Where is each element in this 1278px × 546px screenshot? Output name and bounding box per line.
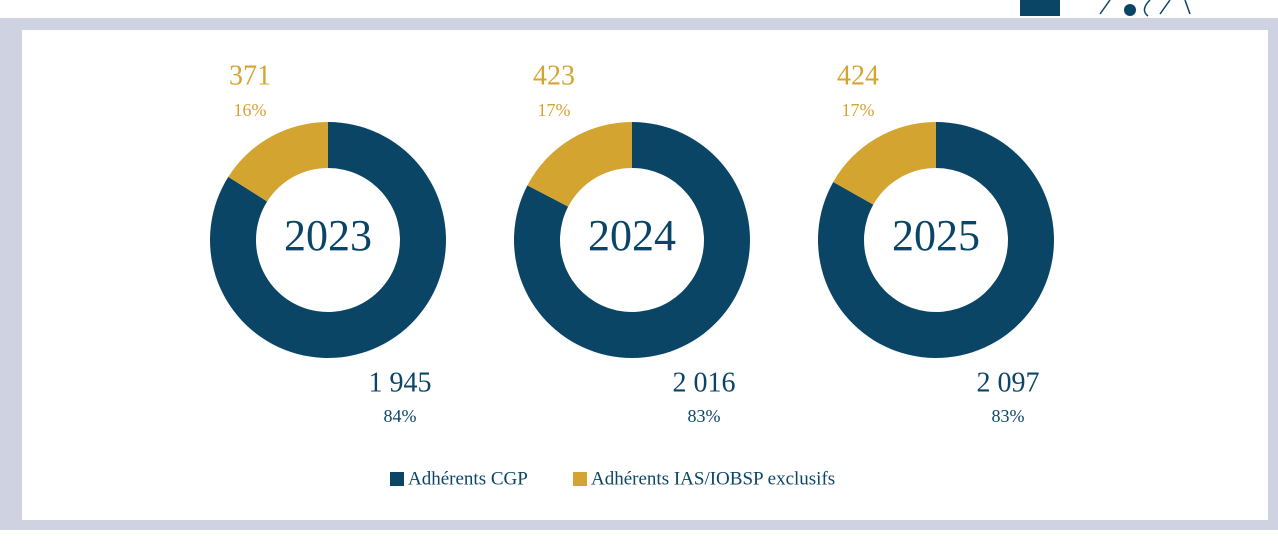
donut-segment — [514, 122, 750, 358]
value-label: 2 097 — [977, 367, 1040, 398]
donut-segment — [818, 122, 1054, 358]
share-label: 16% — [234, 100, 267, 120]
decor-line — [1143, 0, 1151, 17]
legend-label: Adhérents CGP — [408, 468, 528, 489]
donut-segment — [228, 122, 328, 202]
share-label: 17% — [842, 100, 875, 120]
value-label: 2 016 — [673, 367, 736, 398]
share-label: 83% — [688, 406, 721, 426]
value-label: 424 — [837, 60, 879, 91]
decor-shape — [1020, 0, 1060, 16]
share-label: 83% — [992, 406, 1025, 426]
decor-line — [1099, 0, 1111, 15]
frame-bottom — [22, 520, 1278, 530]
legend-label: Adhérents IAS/IOBSP exclusifs — [591, 468, 835, 489]
frame-top — [0, 18, 1278, 30]
legend-swatch — [573, 472, 587, 486]
decor-dot — [1124, 4, 1136, 16]
value-label: 371 — [229, 60, 271, 91]
donut-segment — [527, 122, 632, 207]
share-label: 17% — [538, 100, 571, 120]
donut-segment — [209, 122, 446, 358]
frame-left — [0, 18, 22, 530]
donut-center-label: 2023 — [284, 211, 372, 260]
decor-line — [1184, 0, 1191, 15]
value-label: 1 945 — [369, 367, 432, 398]
donut-segment — [833, 122, 936, 205]
donut-center-label: 2024 — [588, 211, 676, 260]
value-label: 423 — [533, 60, 575, 91]
card — [22, 30, 1268, 520]
share-label: 84% — [384, 406, 417, 426]
corner-decoration — [1020, 0, 1191, 17]
decor-line — [1159, 0, 1171, 15]
donut-center-label: 2025 — [892, 211, 980, 260]
frame-right — [1268, 18, 1278, 530]
legend-swatch — [390, 472, 404, 486]
